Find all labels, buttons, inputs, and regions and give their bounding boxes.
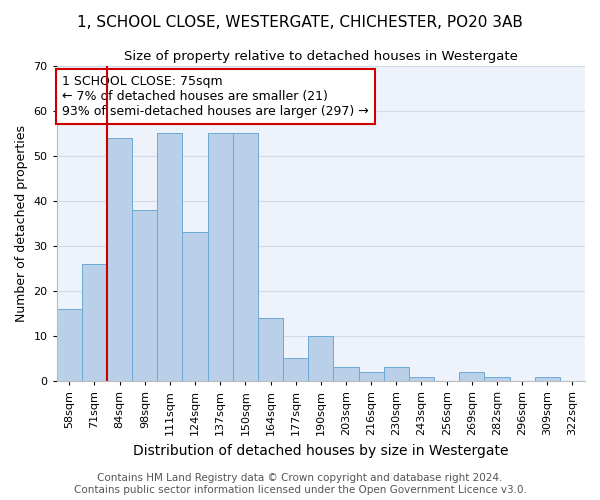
X-axis label: Distribution of detached houses by size in Westergate: Distribution of detached houses by size … [133, 444, 509, 458]
Y-axis label: Number of detached properties: Number of detached properties [15, 125, 28, 322]
Bar [409, 376, 434, 381]
Bar [258, 318, 283, 381]
Text: 1, SCHOOL CLOSE, WESTERGATE, CHICHESTER, PO20 3AB: 1, SCHOOL CLOSE, WESTERGATE, CHICHESTER,… [77, 15, 523, 30]
Bar [208, 133, 233, 381]
Text: 1 SCHOOL CLOSE: 75sqm
← 7% of detached houses are smaller (21)
93% of semi-detac: 1 SCHOOL CLOSE: 75sqm ← 7% of detached h… [62, 75, 369, 118]
Bar [308, 336, 334, 381]
Bar [283, 358, 308, 381]
Bar [157, 133, 182, 381]
Bar [107, 138, 132, 381]
Bar [233, 133, 258, 381]
Bar [359, 372, 384, 381]
Bar [484, 376, 509, 381]
Text: Contains HM Land Registry data © Crown copyright and database right 2024.
Contai: Contains HM Land Registry data © Crown c… [74, 474, 526, 495]
Bar [182, 232, 208, 381]
Bar [384, 368, 409, 381]
Bar [82, 264, 107, 381]
Title: Size of property relative to detached houses in Westergate: Size of property relative to detached ho… [124, 50, 518, 63]
Bar [459, 372, 484, 381]
Bar [57, 309, 82, 381]
Bar [334, 368, 359, 381]
Bar [132, 210, 157, 381]
Bar [535, 376, 560, 381]
